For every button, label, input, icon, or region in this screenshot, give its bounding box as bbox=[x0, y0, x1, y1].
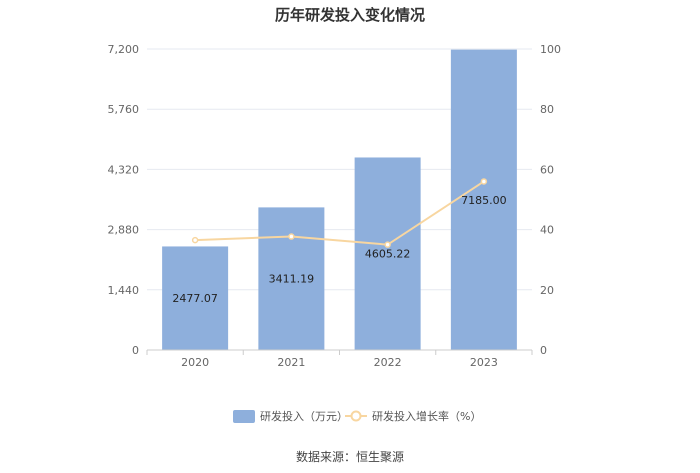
bar-value-label: 4605.22 bbox=[365, 248, 411, 261]
y-right-tick-label: 60 bbox=[540, 163, 554, 176]
bar-value-label: 2477.07 bbox=[172, 292, 218, 305]
bar-series bbox=[162, 49, 517, 351]
x-tick-label: 2021 bbox=[277, 356, 305, 369]
line-point[interactable] bbox=[191, 236, 199, 244]
x-tick-label: 2020 bbox=[181, 356, 209, 369]
y-right-tick-label: 100 bbox=[540, 43, 561, 56]
y-right-tick-label: 20 bbox=[540, 284, 554, 297]
axes: 0 1,440 2,880 4,320 5,760 7,200 0 20 40 60 80 100 20… bbox=[108, 43, 562, 369]
bar-value-label: 7185.00 bbox=[461, 194, 507, 207]
bar[interactable] bbox=[162, 246, 229, 350]
line-series bbox=[191, 178, 488, 248]
growth-line bbox=[195, 180, 485, 246]
line-point[interactable] bbox=[480, 178, 488, 185]
chart-title: 历年研发投入变化情况 bbox=[275, 6, 425, 24]
bar[interactable] bbox=[258, 207, 325, 350]
x-tick-label: 2023 bbox=[470, 356, 498, 369]
y-left-tick-label: 0 bbox=[132, 344, 139, 357]
y-right-tick-label: 80 bbox=[540, 103, 554, 116]
bar[interactable] bbox=[354, 157, 421, 350]
legend[interactable]: 研发投入（万元） 研发投入增长率（%） bbox=[233, 409, 481, 423]
y-left-tick-label: 4,320 bbox=[108, 163, 140, 176]
legend-line-marker bbox=[350, 410, 362, 422]
bar[interactable] bbox=[450, 49, 517, 351]
y-right-tick-label: 40 bbox=[540, 224, 554, 237]
bar-value-label: 3411.19 bbox=[269, 273, 315, 286]
data-labels: 2477.07 3411.19 4605.22 7185.00 bbox=[172, 194, 506, 305]
y-right-tick-label: 0 bbox=[540, 344, 547, 357]
y-left-tick-label: 5,760 bbox=[108, 103, 140, 116]
line-point[interactable] bbox=[384, 241, 391, 248]
y-left-tick-label: 2,880 bbox=[108, 224, 140, 237]
line-point[interactable] bbox=[288, 233, 295, 240]
source-note: 数据来源：恒生聚源 bbox=[296, 449, 404, 464]
legend-line-label: 研发投入增长率（%） bbox=[372, 409, 481, 423]
x-tick-label: 2022 bbox=[374, 356, 402, 369]
y-left-tick-label: 1,440 bbox=[108, 284, 140, 297]
legend-bar-swatch bbox=[233, 410, 255, 423]
legend-bar-label: 研发投入（万元） bbox=[260, 409, 348, 423]
y-left-tick-label: 7,200 bbox=[108, 43, 140, 56]
